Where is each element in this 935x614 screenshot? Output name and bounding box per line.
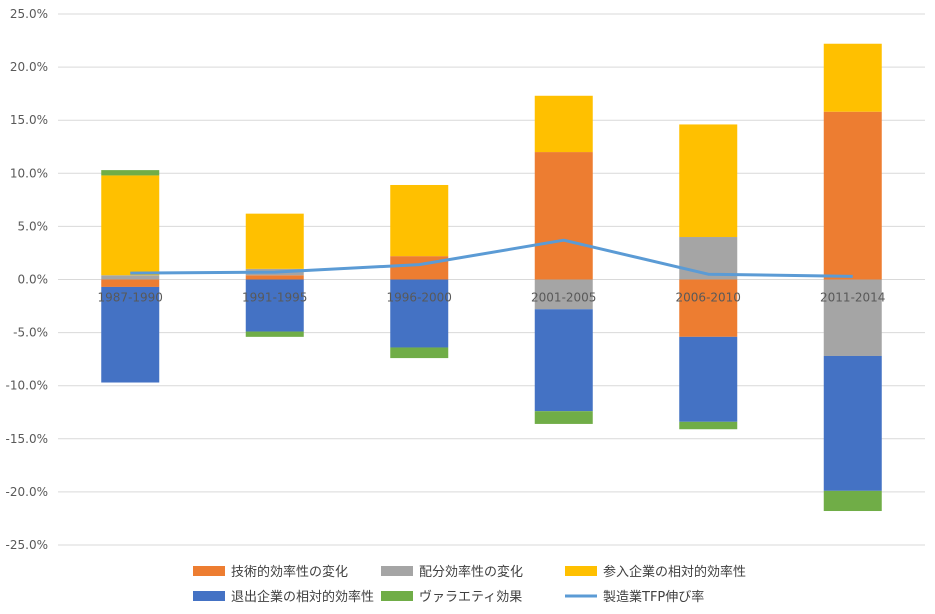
bar-segment (534, 411, 593, 424)
bar-segment (823, 43, 882, 112)
y-tick-label: -10.0% (6, 379, 48, 393)
y-tick-label: 5.0% (18, 219, 49, 233)
bar-segment (390, 184, 449, 257)
legend-swatch (381, 566, 413, 576)
legend-label: 退出企業の相対的効率性 (231, 589, 374, 605)
legend-label: 配分効率性の変化 (419, 564, 523, 580)
legend-swatch (193, 591, 225, 601)
bar-segment (101, 279, 160, 287)
y-tick-label: 0.0% (18, 273, 49, 287)
bar-segment (245, 213, 304, 269)
bar-segment (245, 275, 304, 280)
bar-segment (823, 490, 882, 512)
bar-segment (679, 336, 738, 422)
x-tick-label: 1991-1995 (242, 291, 307, 305)
bar-segment (679, 124, 738, 238)
bar-segment (534, 152, 593, 280)
bar-segment (245, 331, 304, 337)
x-tick-label: 2011-2014 (820, 291, 885, 305)
y-tick-label: -15.0% (6, 432, 48, 446)
axis-layer: 25.0% 20.0% 15.0% 10.0% 5.0% 0.0% -5.0% -10.0% -… (6, 7, 886, 552)
bar-segment (245, 279, 304, 332)
x-tick-label: 1996-2000 (387, 291, 452, 305)
bar-segment (679, 421, 738, 430)
legend-swatch (381, 591, 413, 601)
legend-label: 参入企業の相対的効率性 (603, 564, 746, 580)
bar-segment (101, 170, 160, 176)
bar-segment (823, 111, 882, 280)
legend-label: 技術的効率性の変化 (231, 564, 348, 580)
x-tick-label: 1987-1990 (98, 291, 163, 305)
bar-layer (101, 43, 882, 512)
legend-label: ヴァラエティ効果 (419, 589, 522, 605)
bar-segment (679, 279, 738, 337)
y-tick-label: 15.0% (10, 113, 48, 127)
legend-label: 製造業TFP伸び率 (603, 589, 704, 605)
bar-segment (390, 256, 449, 280)
bar-segment (823, 355, 882, 491)
bar-segment (534, 95, 593, 153)
y-tick-label: 20.0% (10, 60, 48, 74)
y-tick-label: 10.0% (10, 166, 48, 180)
bar-segment (390, 347, 449, 359)
bar-segment (390, 279, 449, 348)
y-tick-label: 25.0% (10, 7, 48, 21)
y-tick-label: -25.0% (6, 538, 48, 552)
y-tick-label: -5.0% (13, 326, 48, 340)
legend-swatch (193, 566, 225, 576)
bar-segment (101, 175, 160, 276)
bar-segment (101, 275, 160, 280)
x-tick-label: 2006-2010 (676, 291, 741, 305)
series-line (130, 238, 853, 278)
bar-segment (534, 279, 593, 310)
line-layer (130, 238, 853, 278)
bar-segment (101, 286, 160, 383)
bar-segment (679, 237, 738, 280)
grid-layer (58, 13, 925, 546)
x-tick-label: 2001-2005 (531, 291, 596, 305)
bar-segment (823, 279, 882, 356)
legend-swatch (565, 566, 597, 576)
bar-segment (534, 309, 593, 412)
y-tick-label: -20.0% (6, 485, 48, 499)
